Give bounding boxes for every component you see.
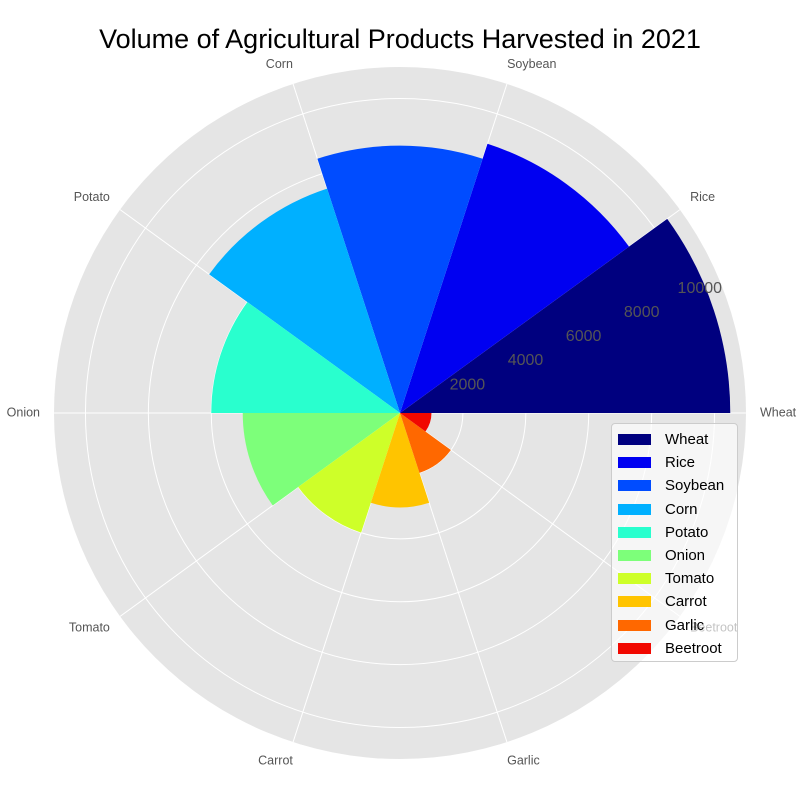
legend-item-beetroot: Beetroot — [612, 637, 737, 660]
radial-tick-label: 2000 — [450, 376, 486, 393]
radial-tick-label: 10000 — [678, 280, 723, 297]
bar-tomato — [298, 413, 400, 533]
legend-label: Corn — [665, 500, 698, 518]
legend-label: Rice — [665, 454, 696, 472]
radial-tick-labels: 2000 4000 6000 8000 10000 — [450, 280, 723, 393]
category-label-carrot: Carrot — [258, 753, 293, 767]
legend-swatch — [618, 503, 651, 515]
legend-swatch — [618, 526, 651, 538]
legend-swatch — [618, 619, 651, 631]
radial-tick-label: 6000 — [566, 328, 602, 345]
category-label-corn: Corn — [266, 57, 293, 71]
category-label-tomato: Tomato — [69, 620, 110, 634]
category-label-garlic: Garlic — [507, 753, 540, 767]
legend-label: Potato — [665, 523, 709, 541]
bar-carrot — [370, 413, 430, 508]
legend-swatch — [618, 596, 651, 608]
legend-swatch — [618, 434, 651, 446]
bar-group — [209, 143, 731, 533]
legend-item-corn: Corn — [612, 498, 737, 521]
bar-onion — [242, 413, 400, 506]
grid-spoke — [292, 83, 401, 414]
grid-spoke — [292, 412, 401, 743]
legend-item-onion: Onion — [612, 544, 737, 567]
bar-corn — [209, 188, 400, 413]
legend-item-tomato: Tomato — [612, 567, 737, 590]
bar-wheat — [400, 218, 731, 413]
category-label-soybean: Soybean — [507, 57, 556, 71]
legend-swatch — [618, 550, 651, 562]
chart-title: Volume of Agricultural Products Harveste… — [99, 24, 701, 54]
legend-item-carrot: Carrot — [612, 590, 737, 613]
legend-label: Onion — [665, 547, 706, 565]
legend-label: Carrot — [665, 593, 707, 611]
legend-label: Soybean — [665, 477, 725, 495]
bar-soybean — [317, 145, 483, 413]
legend-label: Wheat — [665, 431, 709, 449]
legend-label: Garlic — [665, 616, 705, 634]
legend-swatch — [618, 573, 651, 585]
bar-potato — [211, 302, 400, 413]
category-label-wheat: Wheat — [760, 405, 797, 419]
legend-swatch — [618, 457, 651, 469]
legend-item-soybean: Soybean — [612, 474, 737, 497]
legend: Wheat Rice Soybean Corn Potato Onion Tomato Car… — [611, 423, 738, 662]
category-label-onion: Onion — [7, 405, 40, 419]
legend-item-potato: Potato — [612, 521, 737, 544]
legend-label: Tomato — [665, 570, 715, 588]
grid-spoke — [399, 412, 508, 743]
legend-item-garlic: Garlic — [612, 614, 737, 637]
legend-label: Beetroot — [665, 639, 722, 657]
category-label-potato: Potato — [74, 190, 110, 204]
legend-item-rice: Rice — [612, 451, 737, 474]
legend-item-wheat: Wheat — [612, 428, 737, 451]
category-label-rice: Rice — [690, 190, 715, 204]
legend-swatch — [618, 480, 651, 492]
bar-beetroot — [400, 413, 432, 432]
legend-swatch — [618, 642, 651, 654]
bar-rice — [400, 143, 630, 413]
bar-garlic — [400, 413, 451, 473]
radial-tick-label: 8000 — [624, 304, 660, 321]
radial-tick-label: 4000 — [508, 352, 544, 369]
